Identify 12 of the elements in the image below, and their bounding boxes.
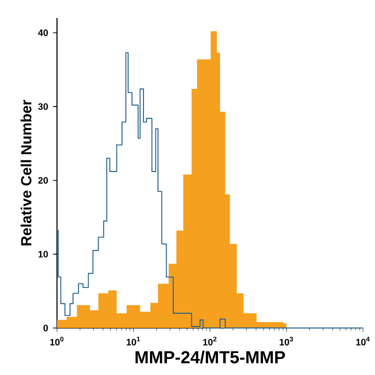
y-tick-label: 20 xyxy=(38,177,48,184)
y-tick-label: 10 xyxy=(38,250,48,258)
x-tick-label: 10$^{4}$ xyxy=(356,336,370,346)
x-tick-label: 10$^{1}$ xyxy=(126,336,140,346)
x-tick-label: 10$^{3}$ xyxy=(280,336,293,346)
x-tick-label: 10$^{2}$ xyxy=(203,336,216,346)
x-tick-label: 10$^{0}$ xyxy=(50,336,64,346)
x-axis-title: MMP-24/MT5-MMP xyxy=(136,350,286,364)
y-axis-title: Relative Cell Number xyxy=(20,100,32,246)
y-tick-label: 30 xyxy=(38,103,48,110)
y-tick-label: 0 xyxy=(43,324,48,332)
y-tick-label: 40 xyxy=(38,29,48,36)
